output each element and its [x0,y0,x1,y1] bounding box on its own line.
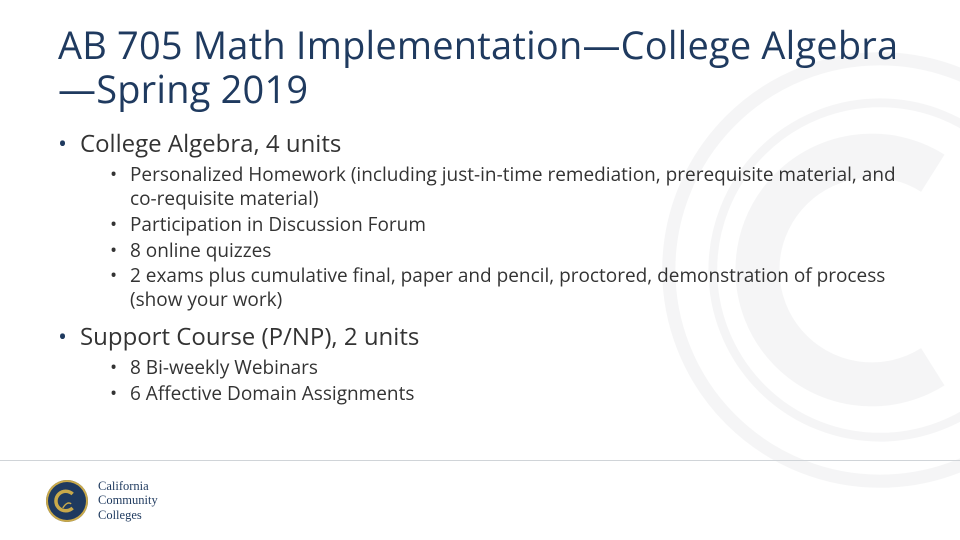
bullet-lvl2: 6 Affective Domain Assignments [110,382,920,406]
org-name-line: California [98,479,158,493]
slide-body: College Algebra, 4 units Personalized Ho… [58,129,920,405]
bullet-lvl2: 8 Bi-weekly Webinars [110,356,920,380]
bullet-lvl1-text: College Algebra, 4 units [80,127,341,160]
slide-title: AB 705 Math Implementation—College Algeb… [58,24,920,111]
bullet-lvl2: 2 exams plus cumulative final, paper and… [110,264,920,312]
bullet-lvl2: Personalized Homework (including just-in… [110,163,920,211]
bullet-lvl1-text: Support Course (P/NP), 2 units [80,320,419,353]
org-logo-icon [46,480,88,522]
bullet-lvl2: Participation in Discussion Forum [110,213,920,237]
bullet-lvl1: Support Course (P/NP), 2 units 8 Bi-week… [58,322,920,406]
bullet-lvl2: 8 online quizzes [110,239,920,263]
org-name-line: Colleges [98,508,158,522]
org-logo-text: California Community Colleges [98,479,158,522]
slide: { "colors": { "title": "#1f3a5f", "body_… [0,0,960,540]
org-name-line: Community [98,493,158,507]
slide-footer: California Community Colleges [0,460,960,540]
bullet-lvl1: College Algebra, 4 units Personalized Ho… [58,129,920,312]
slide-content: AB 705 Math Implementation—College Algeb… [58,24,920,415]
